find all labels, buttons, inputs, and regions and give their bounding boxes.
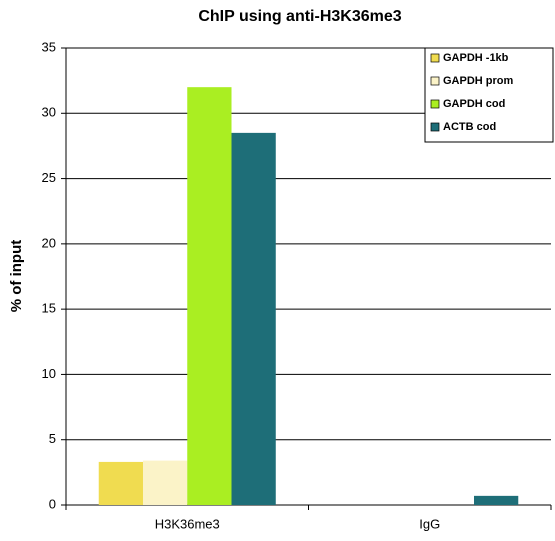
bar <box>98 461 143 505</box>
legend-swatch <box>430 76 440 86</box>
legend-label: GAPDH prom <box>443 75 514 87</box>
legend-swatch <box>430 122 440 132</box>
legend-box <box>424 47 554 143</box>
bar <box>231 132 276 505</box>
y-tick-label: 30 <box>42 105 56 120</box>
y-tick-label: 35 <box>42 39 56 54</box>
bar <box>187 87 232 506</box>
y-tick-label: 25 <box>42 170 56 185</box>
bar <box>474 495 519 505</box>
legend-label: GAPDH cod <box>443 98 505 110</box>
y-tick-label: 15 <box>42 301 56 316</box>
bar <box>142 460 188 505</box>
x-tick-label: IgG <box>419 516 440 531</box>
legend-swatch <box>430 53 440 63</box>
x-tick-label: H3K36me3 <box>155 516 220 531</box>
y-tick-label: 5 <box>49 431 56 446</box>
y-axis-label: % of input <box>8 240 25 312</box>
legend-swatch <box>430 99 440 109</box>
legend-label: ACTB cod <box>443 121 496 133</box>
chart-title: ChIP using anti-H3K36me3 <box>198 8 401 25</box>
legend-label: GAPDH -1kb <box>443 52 509 64</box>
y-tick-label: 0 <box>49 496 56 511</box>
y-tick-label: 20 <box>42 235 56 250</box>
y-tick-label: 10 <box>42 366 56 381</box>
